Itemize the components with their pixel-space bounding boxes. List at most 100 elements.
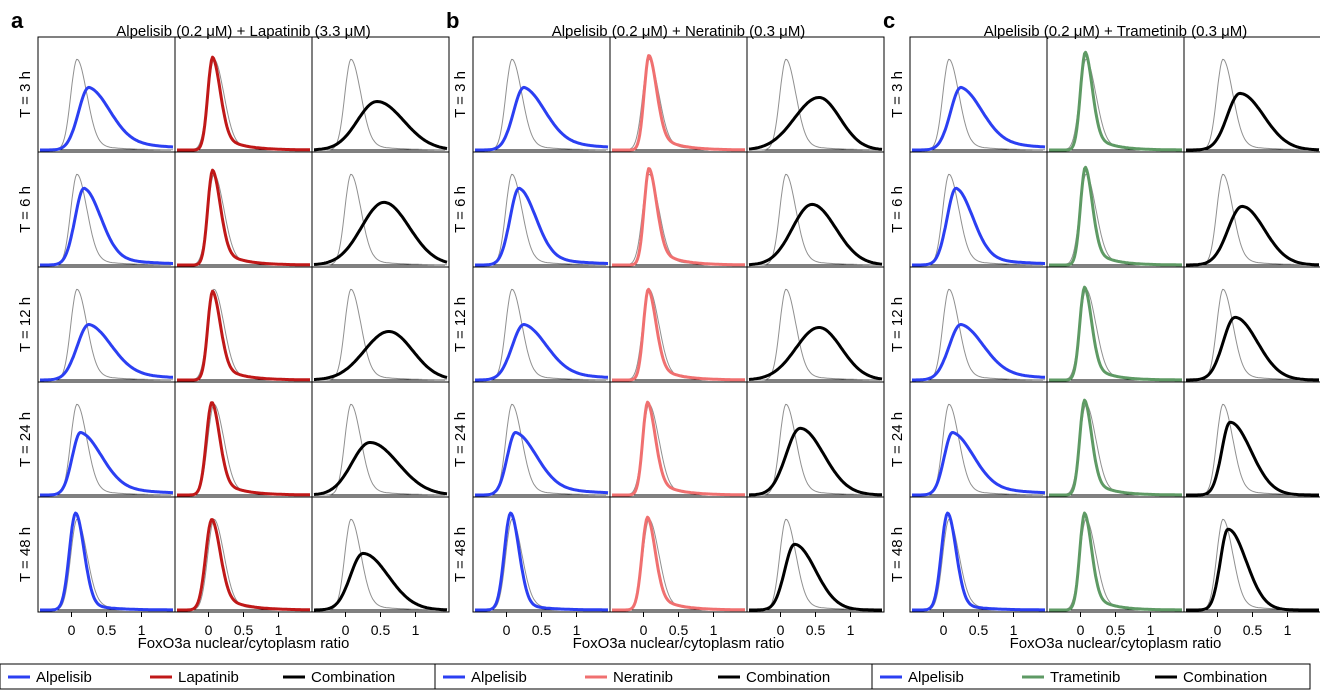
x-tick-label-b-0-2: 1 [573,622,581,638]
control-curve-c-4-0 [912,518,1045,611]
x-axis-label-c: FoxO3a nuclear/cytoplasm ratio [1010,635,1222,652]
series-curve-alpelisib-a-1 [39,186,174,267]
series-curve-lapatinib-a-3 [176,401,311,497]
series-curve-lapatinib-a-1 [176,168,311,267]
series-curve-combination-a-0 [313,100,448,152]
x-tick-label-a-0-0: 0 [68,622,76,638]
control-curve-a-3-2 [314,403,447,496]
x-tick-label-c-0-0: 0 [940,622,948,638]
row-label-a-0: T = 3 h [17,71,34,118]
control-curve-c-4-1 [1049,518,1182,611]
series-curve-alpelisib-b-0 [474,85,609,152]
x-tick-label-a-2-1: 0.5 [371,622,391,638]
subplot-frame-c-0-0 [909,36,1048,153]
control-curve-b-4-0 [475,518,608,611]
control-curve-a-1-1 [177,173,310,266]
control-curve-b-0-2 [749,58,882,151]
panel-letter-b: b [446,8,459,33]
series-curve-combination-b-2 [748,326,883,381]
series-curve-combination-a-3 [313,441,448,496]
subplot-frame-b-0-0 [472,36,611,153]
control-curve-b-4-2 [749,518,882,611]
series-curve-alpelisib-a-4 [39,511,174,612]
subplot-frame-b-1-0 [472,151,611,268]
subplot-frame-c-2-2 [1183,266,1320,383]
series-curve-neratinib-b-0 [611,54,746,152]
subplot-frame-b-4-1 [609,496,748,613]
subplot-frame-a-3-0 [37,381,176,498]
series-curve-alpelisib-a-3 [39,431,174,497]
row-label-c-1: T = 6 h [889,186,906,233]
series-curve-combination-b-1 [748,202,883,267]
x-tick-label-b-2-2: 1 [847,622,855,638]
legend-box-a [0,663,439,690]
subplot-frame-c-1-2 [1183,151,1320,268]
control-curve-a-0-1 [177,58,310,151]
control-curve-c-1-1 [1049,173,1182,266]
control-curve-c-2-0 [912,288,1045,381]
control-curve-c-3-0 [912,403,1045,496]
control-curve-b-2-1 [612,288,745,381]
subplot-frame-b-1-1 [609,151,748,268]
series-curve-lapatinib-a-0 [176,55,311,152]
series-curve-alpelisib-b-3 [474,431,609,497]
subplot-frame-c-2-0 [909,266,1048,383]
subplot-frame-c-0-2 [1183,36,1320,153]
x-tick-label-b-1-0: 0 [640,622,648,638]
row-label-a-4: T = 48 h [17,527,34,582]
series-curve-combination-b-3 [748,426,883,497]
legend-label-alpelisib-a: Alpelisib [36,669,92,686]
control-curve-a-3-0 [40,403,173,496]
series-curve-alpelisib-a-0 [39,85,174,152]
series-curve-alpelisib-c-1 [911,186,1046,267]
subplot-frame-a-0-0 [37,36,176,153]
subplot-frame-a-2-0 [37,266,176,383]
control-curve-a-0-2 [314,58,447,151]
subplot-frame-c-4-1 [1046,496,1185,613]
series-curve-alpelisib-b-4 [474,511,609,612]
x-tick-label-b-2-0: 0 [777,622,785,638]
subplot-frame-a-4-1 [174,496,313,613]
control-curve-c-0-2 [1186,58,1319,151]
subplot-frame-b-2-2 [746,266,885,383]
subplot-frame-a-4-2 [311,496,450,613]
subplot-frame-b-3-1 [609,381,748,498]
row-label-b-3: T = 24 h [452,412,469,467]
series-curve-trametinib-c-2 [1048,285,1183,382]
x-tick-label-c-0-2: 1 [1010,622,1018,638]
control-curve-c-0-1 [1049,58,1182,151]
control-curve-b-2-2 [749,288,882,381]
x-tick-label-a-0-1: 0.5 [97,622,117,638]
control-curve-c-2-1 [1049,288,1182,381]
x-axis-label-b: FoxO3a nuclear/cytoplasm ratio [573,635,785,652]
legend-label-combination-a: Combination [311,669,395,686]
panel-title-c: Alpelisib (0.2 μM) + Trametinib (0.3 μM) [984,23,1248,40]
x-tick-label-a-2-2: 1 [412,622,420,638]
control-curve-b-1-0 [475,173,608,266]
legend-label-alpelisib-b: Alpelisib [471,669,527,686]
series-curve-lapatinib-a-2 [176,289,311,382]
subplot-frame-a-2-2 [311,266,450,383]
x-tick-label-a-0-2: 1 [138,622,146,638]
control-curve-b-3-1 [612,403,745,496]
row-label-a-3: T = 24 h [17,412,34,467]
x-tick-label-c-1-2: 1 [1147,622,1155,638]
subplot-frame-a-4-0 [37,496,176,613]
control-curve-c-1-2 [1186,173,1319,266]
series-curve-alpelisib-c-3 [911,431,1046,497]
legend-label-combination-c: Combination [1183,669,1267,686]
x-tick-label-c-2-0: 0 [1214,622,1222,638]
control-curve-c-0-0 [912,58,1045,151]
x-tick-label-b-1-1: 0.5 [669,622,689,638]
series-curve-alpelisib-b-2 [474,323,609,382]
series-curve-combination-c-2 [1185,315,1320,382]
series-curve-trametinib-c-1 [1048,165,1183,267]
panel-title-a: Alpelisib (0.2 μM) + Lapatinib (3.3 μM) [116,23,370,40]
x-axis-label-a: FoxO3a nuclear/cytoplasm ratio [138,635,350,652]
control-curve-c-1-0 [912,173,1045,266]
row-label-a-1: T = 6 h [17,186,34,233]
subplot-frame-a-1-1 [174,151,313,268]
panel-letter-a: a [11,8,24,33]
row-label-b-2: T = 12 h [452,297,469,352]
series-curve-alpelisib-b-1 [474,186,609,267]
